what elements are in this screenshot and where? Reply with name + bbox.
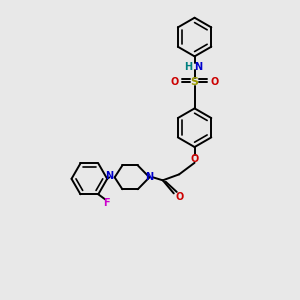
Text: O: O <box>175 192 183 202</box>
Text: N: N <box>105 171 113 181</box>
Text: H: H <box>184 62 192 72</box>
Text: O: O <box>170 76 178 87</box>
Text: N: N <box>194 62 202 72</box>
Text: O: O <box>190 154 199 164</box>
Text: F: F <box>103 198 110 208</box>
Text: S: S <box>190 76 199 87</box>
Text: O: O <box>211 76 219 87</box>
Text: N: N <box>145 172 154 182</box>
